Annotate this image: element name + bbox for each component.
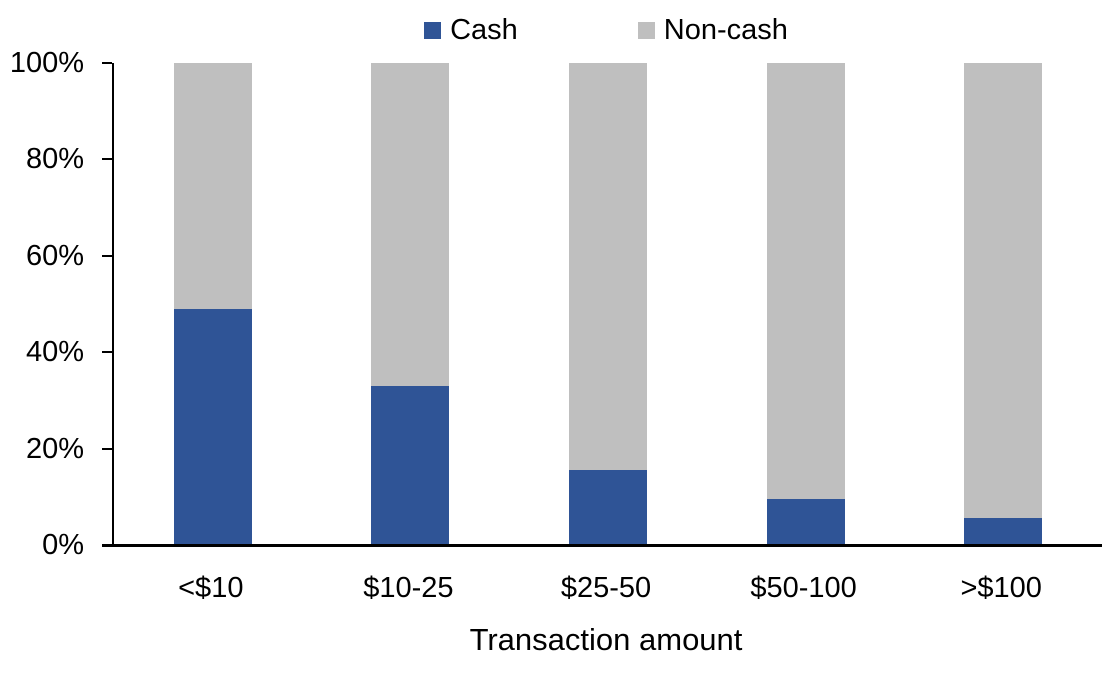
legend-label-cash: Cash [450,14,518,46]
legend-item-cash: Cash [424,13,518,47]
y-axis-tick [102,447,112,450]
x-axis-label: >$100 [960,572,1042,604]
y-axis-label: 0% [42,529,84,561]
x-axis-label: $10-25 [363,572,454,604]
y-axis-label: 40% [25,336,84,369]
bar-segment-cash [371,385,450,545]
x-axis-label: <$10 [178,572,244,604]
legend-item-noncash: Non-cash [637,13,788,47]
stacked-bar [371,63,450,545]
stacked-bar [766,63,845,545]
y-axis-tick [102,351,112,354]
x-axis-labels: <$10 $10-25 $25-50 $50-100 >$100 [112,571,1100,605]
bars-container [114,63,1102,545]
stacked-bar [173,63,252,545]
legend-label-noncash: Non-cash [663,14,788,46]
bar-group [114,63,312,545]
x-axis-label: $25-50 [560,572,652,604]
bar-group [904,63,1102,545]
noncash-swatch-icon [637,21,655,39]
y-axis-label: 20% [25,432,84,465]
bar-segment-cash [964,518,1043,545]
bar-group [707,63,905,545]
stacked-bar [964,63,1043,545]
bar-segment-cash [173,308,252,545]
legend: Cash Non-cash [112,12,1100,48]
stacked-bar [568,63,647,545]
y-axis-label: 60% [25,239,84,272]
y-axis-label: 80% [25,143,84,176]
plot-area [112,63,1102,545]
bar-segment-cash [766,499,845,545]
y-axis-label: 100% [9,47,84,79]
bar-segment-noncash [173,63,252,309]
x-axis-line [102,544,1102,547]
y-axis-tick [102,158,112,161]
y-axis-tick [102,254,112,257]
bar-group [509,63,707,545]
bar-segment-noncash [964,63,1043,519]
bar-segment-cash [568,470,647,545]
x-axis-label: $50-100 [750,572,857,604]
y-axis-tick [102,544,112,546]
y-axis-tick [102,62,112,64]
bar-group [312,63,510,545]
bar-segment-noncash [568,63,647,471]
bar-segment-noncash [766,63,845,500]
cash-swatch-icon [424,21,442,39]
x-axis-title: Transaction amount [469,622,743,657]
bar-segment-noncash [371,63,450,386]
